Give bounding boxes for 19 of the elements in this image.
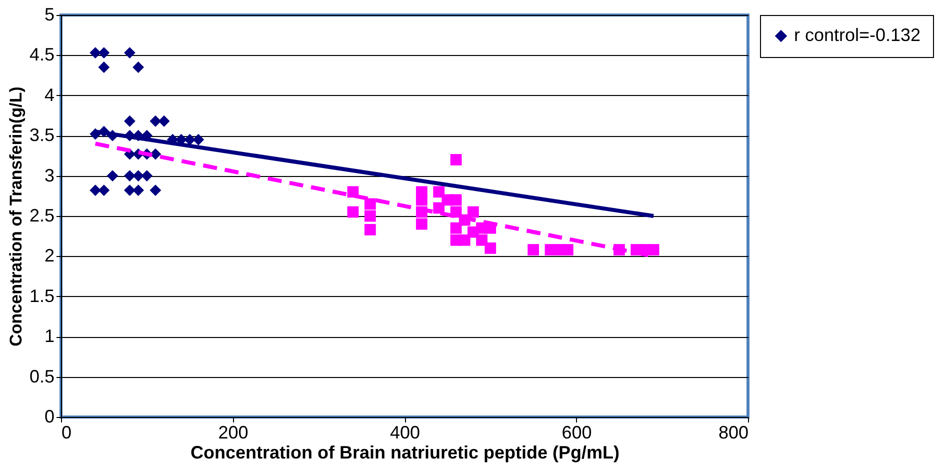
y-tick-label: 2 [44, 246, 54, 266]
y-tick-label: 2.5 [29, 206, 54, 226]
x-tick-label: 400 [390, 422, 420, 442]
y-tick-label: 1.5 [29, 286, 54, 306]
legend-label: r control=-0.132 [794, 25, 921, 45]
x-tick-label: 800 [718, 422, 748, 442]
y-axis-title: Concentration of Transferin(g/L) [6, 86, 26, 346]
y-tick-label: 4 [44, 84, 54, 105]
x-tick-label: 0 [62, 422, 72, 442]
y-tick-label: 3.5 [29, 125, 54, 146]
y-tick-label: 1 [44, 326, 54, 346]
y-tick-label: 4.5 [29, 44, 54, 65]
y-tick-label: 0 [44, 406, 54, 426]
y-tick-label: 3 [44, 165, 54, 186]
x-tick-label: 200 [218, 422, 248, 442]
x-axis-title: Concentration of Brain natriuretic peptide (Pg/mL) [190, 442, 620, 462]
y-tick-label: 5 [44, 4, 54, 24]
y-tick-label: 0.5 [29, 366, 54, 386]
x-tick-label: 600 [562, 422, 592, 442]
